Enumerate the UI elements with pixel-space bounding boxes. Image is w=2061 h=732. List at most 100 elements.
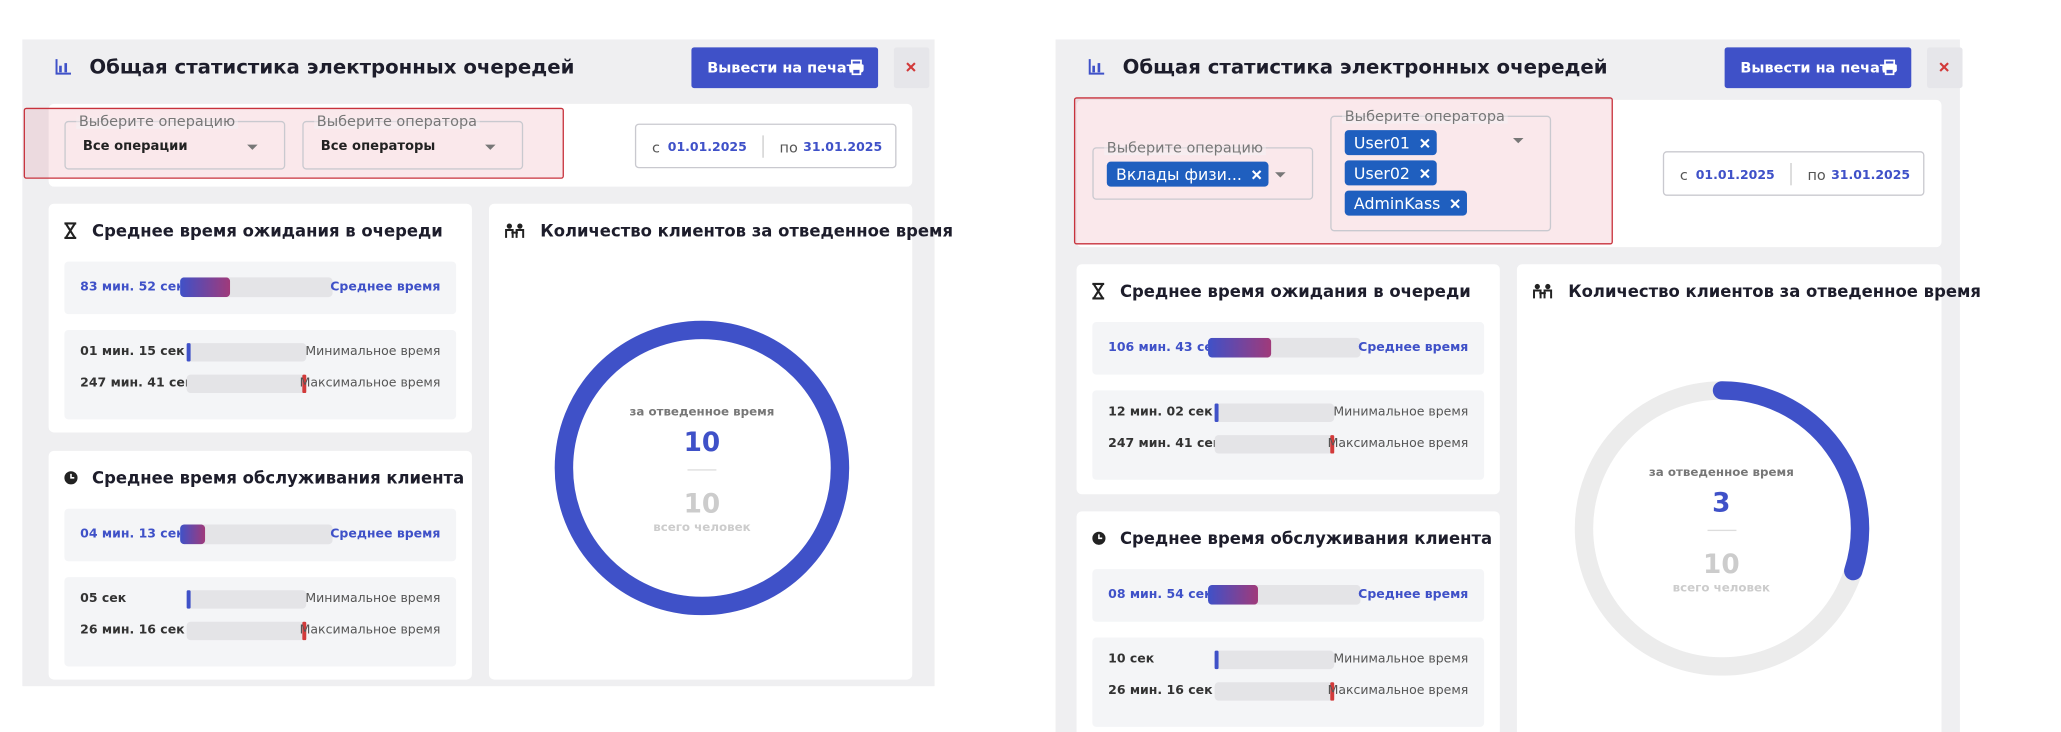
- min-bar: [1214, 403, 1335, 422]
- max-bar: [1214, 435, 1335, 454]
- date-to-label: по: [779, 139, 798, 157]
- tag-label: Вклады физи...: [1116, 165, 1242, 185]
- print-label: Вывести на печать: [707, 59, 865, 77]
- operator-select-label: Выберите оператора: [314, 114, 480, 129]
- max-value: 247 мин. 41 сек: [80, 375, 194, 391]
- donut-arc: [554, 320, 850, 616]
- max-label: Максимальное время: [299, 375, 441, 391]
- avg-bar: [180, 524, 333, 545]
- operation-select-label: Выберите операцию: [76, 114, 238, 129]
- service-card: Среднее время обслуживания клиента 08 мин…: [1076, 511, 1500, 732]
- service-title: Среднее время обслуживания клиента: [92, 467, 465, 488]
- print-button[interactable]: Вывести на печать: [691, 47, 879, 89]
- minmax-row: 05 сек Минимальное время 26 мин. 16 сек Мак…: [64, 577, 457, 667]
- avg-value: 08 мин. 54 сек: [1108, 587, 1213, 603]
- max-bar: [186, 621, 307, 641]
- minmax-row: 01 мин. 15 сек Минимальное время 247 мин. …: [64, 329, 457, 420]
- avg-row: 04 мин. 13 сек Среднее время: [64, 508, 457, 562]
- min-label: Минимальное время: [305, 591, 441, 606]
- operation-select-value: Все операции: [82, 139, 188, 154]
- wait-card: Среднее время ожидания в очереди 83 мин. …: [48, 203, 472, 433]
- service-title: Среднее время обслуживания клиента: [1119, 528, 1493, 549]
- min-value: 01 мин. 15 сек: [80, 344, 185, 359]
- min-marker: [186, 343, 191, 362]
- panel: Общая статистика электронных очередей Выв…: [22, 39, 953, 687]
- avg-bar: [1208, 584, 1361, 605]
- donut-caption: за отведенное время: [629, 406, 775, 420]
- min-marker: [1214, 650, 1219, 670]
- donut-total: 10: [683, 487, 721, 520]
- avg-bar-fill: [180, 277, 231, 298]
- close-icon: [906, 62, 916, 72]
- avg-label: Среднее время: [330, 527, 441, 542]
- wait-title: Среднее время ожидания в очереди: [1119, 281, 1471, 302]
- avg-bar-fill: [1208, 584, 1259, 605]
- tag-remove: [1419, 168, 1430, 179]
- min-label: Минимальное время: [305, 344, 441, 359]
- dropdown-arrow: [1512, 138, 1524, 144]
- avg-bar: [1208, 337, 1361, 358]
- operator-select[interactable]: Выберите оператора Все операторы: [302, 114, 524, 170]
- max-label: Максимальное время: [299, 623, 441, 638]
- date-range[interactable]: с 01.01.2025 по 31.01.2025: [1662, 151, 1925, 196]
- avg-row: 106 мин. 43 сек Среднее время: [1092, 322, 1485, 375]
- print-icon: [849, 59, 864, 76]
- date-from-label: с: [1679, 166, 1688, 185]
- close-icon: [1939, 62, 1949, 72]
- clients-title: Количество клиентов за отведенное время: [540, 220, 954, 241]
- date-from-label: с: [651, 139, 660, 157]
- tag-label: AdminKass: [1353, 194, 1441, 213]
- max-marker: [302, 374, 307, 394]
- clients-icon: [505, 223, 525, 238]
- avg-label: Среднее время: [1358, 340, 1469, 355]
- avg-value: 04 мин. 13 сек: [80, 527, 185, 542]
- date-from: 01.01.2025: [1695, 168, 1775, 183]
- filter-highlight: [1073, 97, 1613, 245]
- donut-divider: [1706, 529, 1736, 532]
- print-icon: [1882, 59, 1897, 76]
- date-range[interactable]: с 01.01.2025 по 31.01.2025: [634, 123, 897, 169]
- donut-arc: [1712, 381, 1869, 581]
- print-label: Вывести на печать: [1740, 59, 1898, 77]
- tag[interactable]: User02: [1344, 160, 1437, 186]
- operator-select[interactable]: Выберите оператора User01 User02 AdminKass: [1330, 109, 1552, 232]
- donut-total-caption: всего человек: [653, 521, 751, 536]
- minmax-row: 10 сек Минимальное время 26 мин. 16 сек Мак…: [1092, 637, 1485, 727]
- avg-bar-fill: [180, 524, 205, 545]
- min-value: 12 мин. 02 сек: [1108, 404, 1213, 420]
- max-value: 26 мин. 16 сек: [1108, 683, 1213, 698]
- avg-bar: [180, 277, 333, 298]
- clients-card: Количество клиентов за отведенное время з…: [488, 203, 953, 680]
- tag[interactable]: AdminKass: [1344, 190, 1467, 216]
- donut-count: 3: [1712, 486, 1731, 518]
- close-button[interactable]: [893, 47, 930, 89]
- print-button[interactable]: Вывести на печать: [1724, 47, 1912, 89]
- panel-title: Общая статистика электронных очередей: [89, 55, 575, 79]
- donut-total: 10: [1703, 548, 1740, 580]
- min-value: 05 сек: [80, 591, 127, 606]
- min-label: Минимальное время: [1333, 651, 1469, 667]
- tag[interactable]: User01: [1344, 130, 1437, 156]
- panel: Общая статистика электронных очередей Выв…: [1055, 39, 1981, 732]
- tag[interactable]: Вклады физи...: [1106, 161, 1269, 187]
- avg-row: 08 мин. 54 сек Среднее время: [1092, 569, 1485, 622]
- donut: [1574, 381, 1869, 676]
- max-value: 247 мин. 41 сек: [1108, 436, 1222, 451]
- service-icon: [64, 471, 78, 485]
- date-to: 31.01.2025: [803, 140, 883, 156]
- tag-remove: [1419, 138, 1430, 148]
- close-button[interactable]: [1927, 47, 1963, 89]
- min-marker: [186, 590, 191, 609]
- tag-remove: [1450, 199, 1460, 209]
- wait-card: Среднее время ожидания в очереди 106 мин.…: [1076, 264, 1500, 495]
- operation-select[interactable]: Выберите операцию Все операции: [64, 114, 286, 170]
- donut-divider: [687, 469, 717, 471]
- date-divider: [762, 135, 764, 158]
- max-marker: [1330, 435, 1335, 454]
- chart-icon: [1088, 59, 1105, 75]
- operation-select[interactable]: Выберите операцию Вклады физи...: [1092, 141, 1314, 200]
- date-divider: [1790, 162, 1792, 186]
- service-icon: [1092, 531, 1106, 545]
- max-bar: [186, 374, 307, 394]
